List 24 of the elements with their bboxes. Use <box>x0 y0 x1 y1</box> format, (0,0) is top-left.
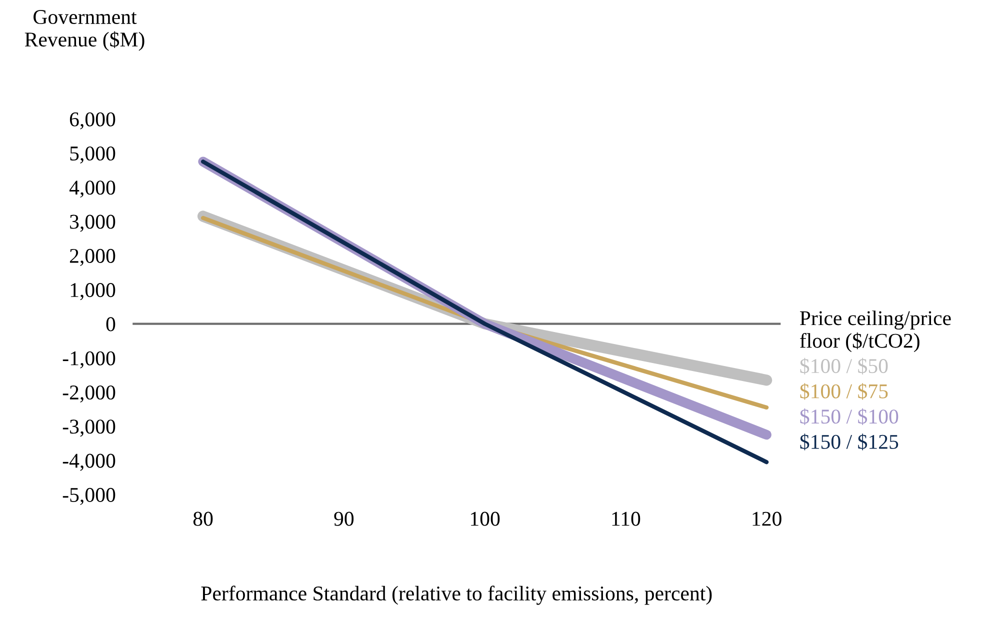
x-tick-label: 90 <box>334 512 354 526</box>
x-tick-label: 80 <box>193 512 213 526</box>
y-tick-label: -3,000 <box>62 420 116 437</box>
y-axis-title: Government Revenue ($M) <box>24 10 144 51</box>
y-tick-label: 0 <box>106 317 116 332</box>
x-tick-label: 120 <box>752 512 782 526</box>
y-tick-label: 4,000 <box>69 180 116 198</box>
x-tick-label: 100 <box>471 512 500 526</box>
x-axis-title: Performance Standard (relative to facility emissions, percent) <box>201 586 712 605</box>
y-tick-label: -4,000 <box>62 454 116 471</box>
y-tick-label: -5,000 <box>62 488 116 505</box>
y-tick-label: -2,000 <box>62 385 116 403</box>
series-label: $100 / $50 <box>800 358 888 374</box>
y-tick-label: 1,000 <box>70 283 116 300</box>
y-tick-label: -1,000 <box>62 351 116 368</box>
y-tick-label: 2,000 <box>70 248 116 266</box>
y-tick-label: 6,000 <box>70 112 116 130</box>
y-tick-label: 5,000 <box>70 146 116 164</box>
series-label: $100 / $75 <box>800 383 888 400</box>
series-label: $150 / $125 <box>800 434 898 450</box>
y-tick-label: 3,000 <box>70 214 116 232</box>
series-label: $150 / $100 <box>800 408 898 426</box>
legend-title: Price ceiling/price floor ($/tCO2) <box>800 310 951 352</box>
x-tick-label: 110 <box>612 512 640 526</box>
